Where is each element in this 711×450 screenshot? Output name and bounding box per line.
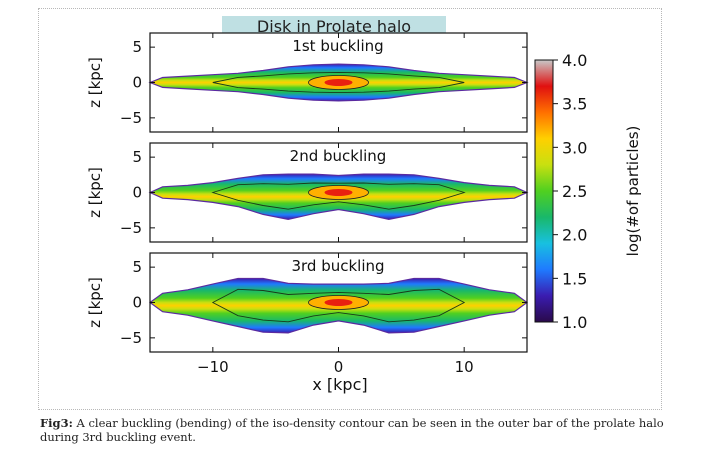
caption-label: Fig3: [40,416,73,430]
panel-title: 3rd buckling [291,257,384,275]
y-tick-label: 0 [132,184,142,202]
x-tick-label: 0 [334,358,344,376]
colorbar-tick-label: 2.5 [562,182,587,201]
y-tick-label: −5 [120,109,142,127]
colorbar-tick-label: 4.0 [562,51,587,70]
y-axis-label: z [kpc] [86,277,104,328]
caption-text: A clear buckling (bending) of the iso-de… [40,416,664,444]
y-tick-label: 0 [132,294,142,312]
y-tick-label: 5 [132,148,142,166]
iso-density-contour [211,288,466,323]
figure-frame [38,8,662,410]
y-tick-label: 0 [132,74,142,92]
iso-density-contour [211,182,466,210]
figure-caption: Fig3: A clear buckling (bending) of the … [40,416,700,444]
y-tick-label: 5 [132,258,142,276]
x-tick-label: −10 [197,358,229,376]
core-peak [324,79,353,86]
panel-3: 3rd buckling 5 0 −5 z [kpc] −10 0 10 [86,252,529,376]
colorbar-tick-label: 1.5 [562,269,587,288]
colorbar-tick-label: 3.0 [562,138,587,157]
panel-title: 2nd buckling [290,147,387,165]
y-tick-label: −5 [120,219,142,237]
panel-1: 1st buckling 5 0 −5 z [kpc] [86,32,529,133]
x-tick-label: 10 [455,358,474,376]
x-axis-label: x [kpc] [312,375,367,394]
colorbar-tick-label: 3.5 [562,95,587,114]
colorbar-tick-label: 2.0 [562,226,587,245]
y-tick-label: 5 [132,38,142,56]
core-peak [324,189,353,196]
iso-density-contour [212,71,465,94]
colorbar-tick-label: 1.0 [562,313,587,332]
y-axis-label: z [kpc] [86,57,104,108]
y-axis-label: z [kpc] [86,167,104,218]
core-peak [324,299,353,306]
colorbar-label: log(#of particles) [624,126,642,257]
panel-title: 1st buckling [292,37,383,55]
colorbar [534,59,554,323]
y-tick-label: −5 [120,329,142,347]
panel-2: 2nd buckling 5 0 −5 z [kpc] [86,142,529,243]
